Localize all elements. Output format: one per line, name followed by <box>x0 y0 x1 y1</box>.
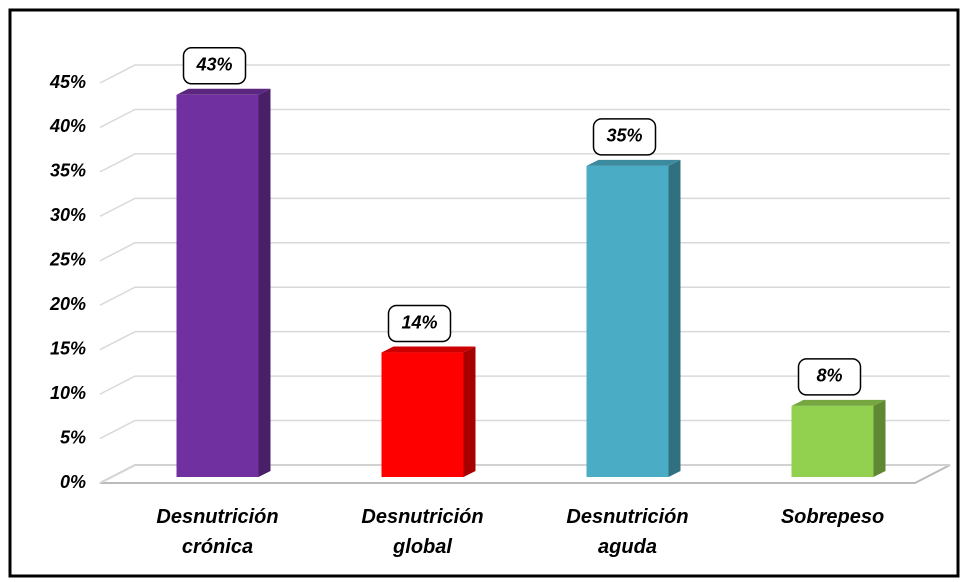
bar-top <box>176 88 271 95</box>
bar-side <box>873 399 886 477</box>
value-label-box <box>592 118 657 156</box>
bar-top <box>791 399 886 406</box>
bar-top <box>586 159 681 166</box>
x-tick-label: Desnutrición global <box>361 506 484 558</box>
y-tick-label: 0% <box>60 472 86 492</box>
grid-line <box>99 64 950 84</box>
value-label: 35% <box>606 126 642 146</box>
border <box>8 8 960 578</box>
bar <box>381 352 464 477</box>
bar-side <box>668 159 681 477</box>
value-label: 14% <box>401 312 437 332</box>
y-tick-label: 35% <box>50 161 86 181</box>
y-tick-label: 45% <box>49 72 86 92</box>
value-label-box <box>797 358 862 396</box>
y-tick-label: 5% <box>60 427 86 447</box>
grid-line <box>99 108 950 129</box>
y-tick-label: 15% <box>50 338 86 358</box>
y-tick-label: 30% <box>50 205 86 225</box>
bar <box>586 165 669 477</box>
value-label: 8% <box>816 366 842 386</box>
value-label-box <box>387 304 452 343</box>
bar <box>791 405 874 477</box>
grid-line <box>99 153 950 173</box>
y-tick-label: 20% <box>49 294 86 314</box>
x-tick-label: Desnutrición aguda <box>566 506 689 558</box>
value-label-box <box>182 47 247 85</box>
x-tick-label: Sobrepeso <box>780 506 885 528</box>
y-tick-label: 25% <box>49 250 86 270</box>
value-label: 43% <box>195 55 232 75</box>
bar-side <box>463 346 476 477</box>
x-tick-label: Desnutrición crónica <box>156 506 279 558</box>
y-tick-label: 40% <box>49 116 86 136</box>
bar <box>176 94 259 478</box>
bar-top <box>381 346 476 353</box>
y-tick-label: 10% <box>50 383 86 403</box>
bar-side <box>258 88 271 478</box>
